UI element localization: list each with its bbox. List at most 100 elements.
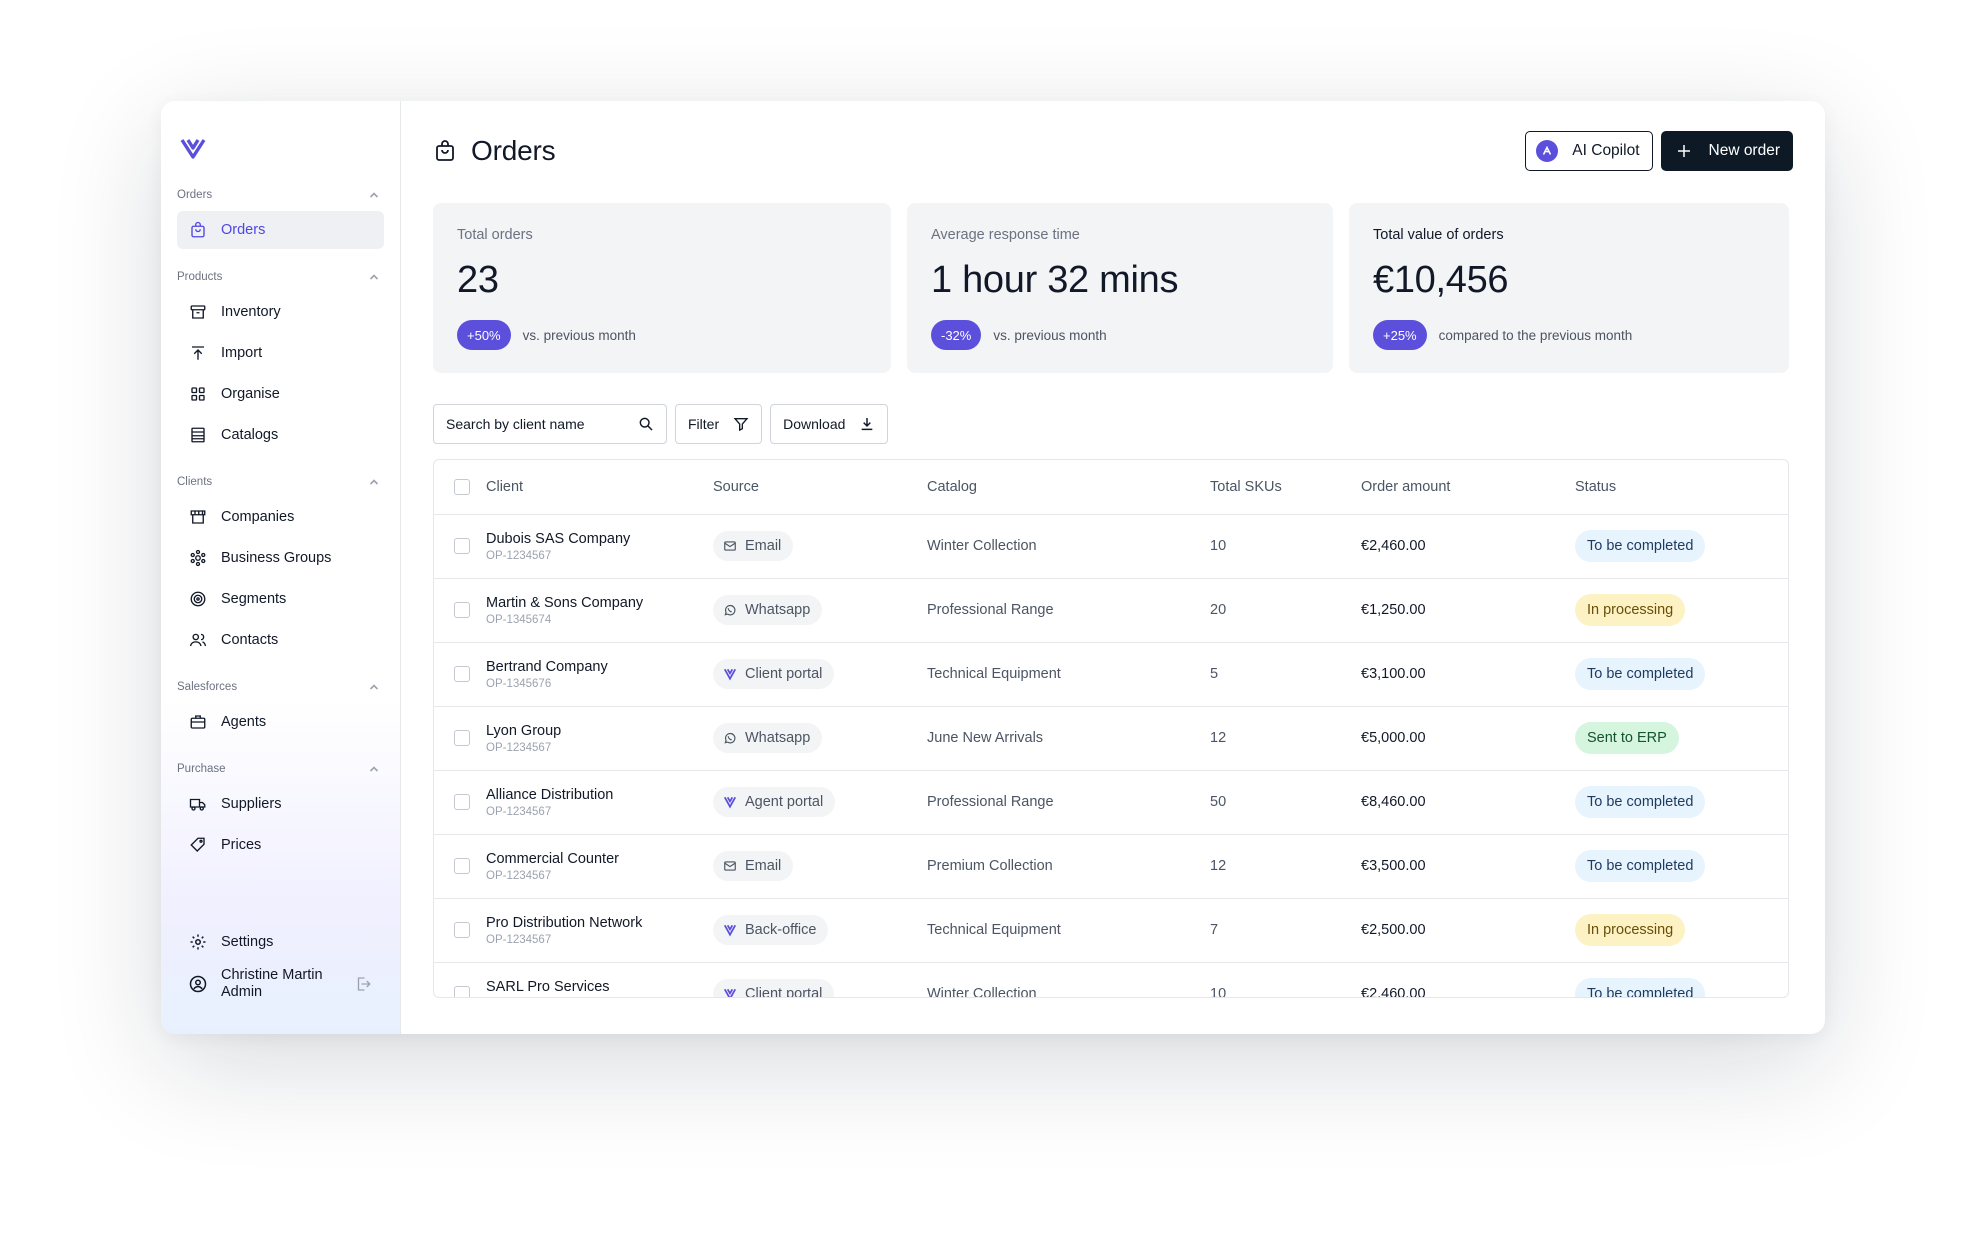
sidebar-section-clients: Clients Companies Business Groups Segments C…	[177, 472, 384, 659]
chevron-up-icon[interactable]	[368, 763, 384, 775]
catalog-cell: June New Arrivals	[927, 706, 1210, 771]
skus-cell: 5	[1210, 642, 1361, 707]
source-chip: Email	[713, 531, 794, 561]
catalog-cell: Premium Collection	[927, 834, 1210, 899]
client-name[interactable]: SARL Pro Services	[486, 978, 610, 995]
table-row[interactable]: SARL Pro Services OP-1234567 Client portal…	[434, 962, 1788, 997]
search-icon[interactable]	[638, 416, 654, 432]
new-order-button[interactable]: New order	[1660, 131, 1793, 171]
row-checkbox[interactable]	[454, 602, 470, 618]
order-id: OP-1234567	[486, 933, 552, 946]
sidebar-item-label: Business Groups	[221, 550, 332, 566]
sidebar: Orders Orders Products Inventory Import Organ…	[161, 101, 401, 1034]
order-id: OP-1345676	[486, 677, 552, 690]
ai-copilot-button[interactable]: AI Copilot	[1525, 131, 1653, 171]
amount-cell: €5,000.00	[1361, 706, 1575, 771]
table-row[interactable]: Commercial Counter OP-1234567 Email Premium…	[434, 834, 1788, 899]
briefcase-icon	[189, 713, 207, 731]
sidebar-item-contacts[interactable]: Contacts	[177, 621, 384, 659]
whatsapp-icon	[723, 603, 745, 617]
filter-button[interactable]: Filter	[675, 404, 763, 444]
sidebar-item-settings[interactable]: Settings	[177, 923, 384, 961]
sidebar-footer: Settings Christine Martin Admin	[177, 923, 384, 1004]
chevron-up-icon[interactable]	[368, 476, 384, 488]
section-title: Products	[177, 271, 223, 283]
stat-note: compared to the previous month	[1438, 327, 1633, 343]
column-header-client[interactable]: Client	[486, 460, 713, 515]
sidebar-item-label: Inventory	[221, 304, 281, 320]
sidebar-item-companies[interactable]: Companies	[177, 498, 384, 536]
sidebar-section-header[interactable]: Orders	[177, 185, 384, 205]
row-checkbox[interactable]	[454, 858, 470, 874]
amount-cell: €3,500.00	[1361, 834, 1575, 899]
row-checkbox[interactable]	[454, 794, 470, 810]
client-name[interactable]: Pro Distribution Network	[486, 914, 643, 931]
chevron-up-icon[interactable]	[368, 271, 384, 283]
column-header-source[interactable]: Source	[713, 460, 927, 515]
sidebar-item-label: Orders	[221, 222, 266, 238]
row-checkbox[interactable]	[454, 986, 470, 997]
sidebar-item-label: Prices	[221, 837, 262, 853]
client-name[interactable]: Martin & Sons Company	[486, 594, 644, 611]
client-name[interactable]: Commercial Counter	[486, 850, 619, 867]
target-icon	[189, 590, 207, 608]
column-header-order-amount[interactable]: Order amount	[1361, 460, 1575, 515]
catalog-cell: Winter Collection	[927, 514, 1210, 579]
download-button[interactable]: Download	[770, 404, 889, 444]
search-input[interactable]: Search by client name	[433, 404, 667, 444]
column-header-catalog[interactable]: Catalog	[927, 460, 1210, 515]
sidebar-item-orders[interactable]: Orders	[177, 211, 384, 249]
client-name[interactable]: Dubois SAS Company	[486, 530, 631, 547]
catalog-icon	[189, 426, 207, 444]
status-badge: To be completed	[1575, 530, 1706, 562]
sidebar-item-segments[interactable]: Segments	[177, 580, 384, 618]
client-name[interactable]: Alliance Distribution	[486, 786, 614, 803]
sidebar-section-header[interactable]: Products	[177, 267, 384, 287]
table-row[interactable]: Dubois SAS Company OP-1234567 Email Winter …	[434, 514, 1788, 579]
sidebar-item-import[interactable]: Import	[177, 334, 384, 372]
user-role: Admin	[221, 984, 263, 1000]
user-profile[interactable]: Christine Martin Admin	[177, 964, 384, 1004]
sidebar-section-header[interactable]: Clients	[177, 472, 384, 492]
table-row[interactable]: Martin & Sons Company OP-1345674 Whatsapp P…	[434, 578, 1788, 643]
stat-card-total-orders: Total orders 23 +50% vs. previous month	[433, 203, 891, 373]
row-checkbox[interactable]	[454, 666, 470, 682]
row-checkbox[interactable]	[454, 730, 470, 746]
column-header-total-skus[interactable]: Total SKUs	[1210, 460, 1361, 515]
logout-icon[interactable]	[354, 975, 372, 993]
sidebar-section-header[interactable]: Purchase	[177, 759, 384, 779]
skus-cell: 12	[1210, 834, 1361, 899]
sidebar-item-agents[interactable]: Agents	[177, 703, 384, 741]
table-row[interactable]: Bertrand Company OP-1345676 Client portal T…	[434, 642, 1788, 707]
sidebar-item-business-groups[interactable]: Business Groups	[177, 539, 384, 577]
download-label: Download	[783, 416, 846, 432]
brand-logo-icon[interactable]	[179, 135, 207, 163]
plus-icon	[1677, 145, 1690, 157]
sidebar-item-organise[interactable]: Organise	[177, 375, 384, 413]
sidebar-item-suppliers[interactable]: Suppliers	[177, 785, 384, 823]
filter-icon	[733, 418, 749, 432]
row-checkbox[interactable]	[454, 538, 470, 554]
table-toolbar: Search by client name Filter Download	[433, 404, 1793, 444]
catalog-cell: Technical Equipment	[927, 898, 1210, 963]
sidebar-item-prices[interactable]: Prices	[177, 826, 384, 864]
client-name[interactable]: Lyon Group	[486, 722, 562, 739]
row-checkbox[interactable]	[454, 922, 470, 938]
select-all-checkbox[interactable]	[454, 478, 470, 495]
sidebar-section-header[interactable]: Salesforces	[177, 677, 384, 697]
stat-label: Total value of orders	[1373, 227, 1504, 243]
client-name[interactable]: Bertrand Company	[486, 658, 608, 675]
sidebar-section-salesforces: Salesforces Agents	[177, 677, 384, 741]
tag-icon	[189, 836, 207, 854]
table-row[interactable]: Alliance Distribution OP-1234567 Agent por…	[434, 770, 1788, 835]
chevron-up-icon[interactable]	[368, 681, 384, 693]
sidebar-item-catalogs[interactable]: Catalogs	[177, 416, 384, 454]
table-row[interactable]: Lyon Group OP-1234567 Whatsapp June New Arr…	[434, 706, 1788, 771]
stat-value: 1 hour 32 mins	[931, 259, 1179, 301]
table-row[interactable]: Pro Distribution Network OP-1234567 Back-o…	[434, 898, 1788, 963]
sidebar-item-inventory[interactable]: Inventory	[177, 293, 384, 331]
column-header-status[interactable]: Status	[1575, 460, 1788, 515]
source-label: Email	[745, 538, 782, 554]
chevron-up-icon[interactable]	[368, 189, 384, 201]
copilot-icon	[1536, 140, 1559, 162]
